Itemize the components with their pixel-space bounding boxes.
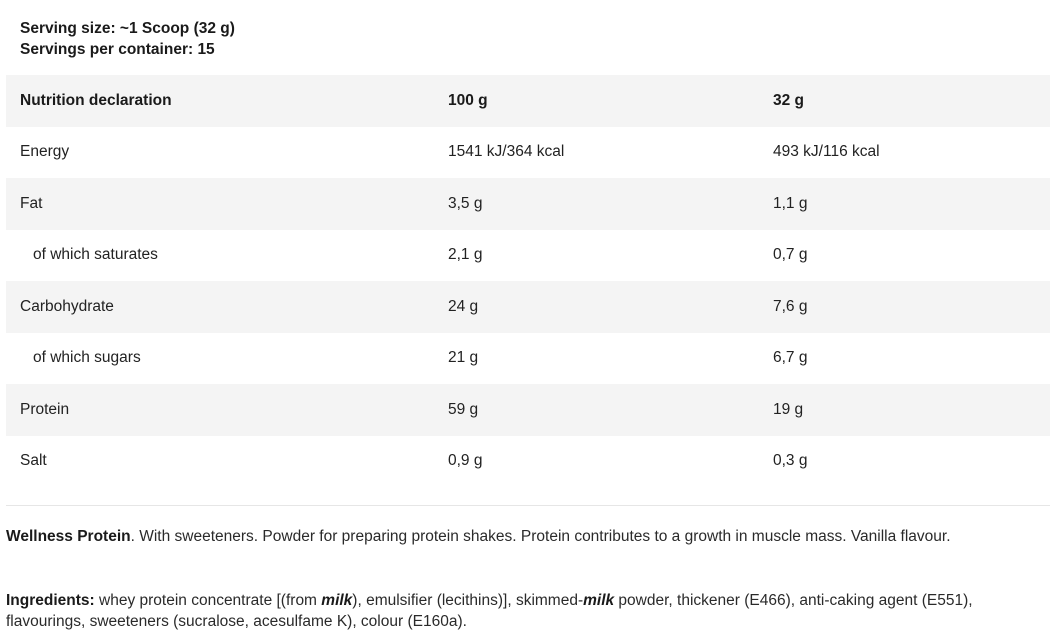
row-per-serving: 19 g — [773, 384, 1050, 436]
header-per-100g: 100 g — [448, 75, 773, 127]
nutrition-table: Nutrition declaration 100 g 32 g Energy … — [6, 75, 1050, 487]
table-row: Protein 59 g 19 g — [6, 384, 1050, 436]
table-row: of which saturates 2,1 g 0,7 g — [6, 230, 1050, 282]
row-per-100g: 1541 kJ/364 kcal — [448, 143, 565, 161]
header-per-serving: 32 g — [773, 75, 1050, 127]
row-per-100g: 21 g — [448, 349, 479, 367]
row-label: of which saturates — [33, 246, 158, 264]
header-nutrition-declaration: Nutrition declaration — [6, 75, 448, 127]
row-per-100g: 0,9 g — [448, 452, 483, 470]
row-per-100g: 59 g — [448, 384, 773, 436]
ingredients-label: Ingredients: — [6, 592, 95, 609]
divider — [6, 505, 1050, 506]
allergen-milk: milk — [321, 592, 353, 609]
row-per-100g: 3,5 g — [448, 178, 773, 230]
row-per-serving: 493 kJ/116 kcal — [773, 143, 880, 161]
ingredients-text: whey protein concentrate [(from — [94, 592, 322, 609]
ingredients-text: ), emulsifier (lecithins)], skimmed- — [352, 592, 584, 609]
row-per-serving: 0,7 g — [773, 246, 808, 264]
row-label: Energy — [20, 143, 70, 161]
table-row: Energy 1541 kJ/364 kcal 493 kJ/116 kcal — [6, 127, 1050, 179]
servings-per-container: Servings per container: 15 — [20, 41, 215, 58]
row-per-serving: 1,1 g — [773, 178, 1050, 230]
row-per-100g: 2,1 g — [448, 246, 483, 264]
product-name: Wellness Protein — [6, 528, 131, 545]
row-label: of which sugars — [33, 349, 141, 367]
row-per-serving: 6,7 g — [773, 349, 808, 367]
description-text: . With sweeteners. Powder for preparing … — [130, 528, 951, 545]
ingredients-text: powder, thickener (E466), anti-caking ag… — [6, 592, 973, 630]
serving-size: Serving size: ~1 Scoop (32 g) — [20, 20, 235, 37]
table-row: of which sugars 21 g 6,7 g — [6, 333, 1050, 385]
serving-info: Serving size: ~1 Scoop (32 g) Servings p… — [20, 18, 235, 60]
table-header-row: Nutrition declaration 100 g 32 g — [6, 75, 1050, 127]
row-label: Fat — [6, 178, 448, 230]
row-label: Salt — [20, 452, 47, 470]
ingredients: Ingredients: whey protein concentrate [(… — [6, 590, 1056, 632]
row-label: Carbohydrate — [6, 281, 448, 333]
table-row: Fat 3,5 g 1,1 g — [6, 178, 1050, 230]
table-row: Carbohydrate 24 g 7,6 g — [6, 281, 1050, 333]
row-per-serving: 7,6 g — [773, 281, 1050, 333]
allergen-milk: milk — [583, 592, 615, 609]
product-description: Wellness Protein. With sweeteners. Powde… — [6, 526, 1051, 547]
row-label: Protein — [6, 384, 448, 436]
row-per-serving: 0,3 g — [773, 452, 808, 470]
row-per-100g: 24 g — [448, 281, 773, 333]
table-row: Salt 0,9 g 0,3 g — [6, 436, 1050, 488]
